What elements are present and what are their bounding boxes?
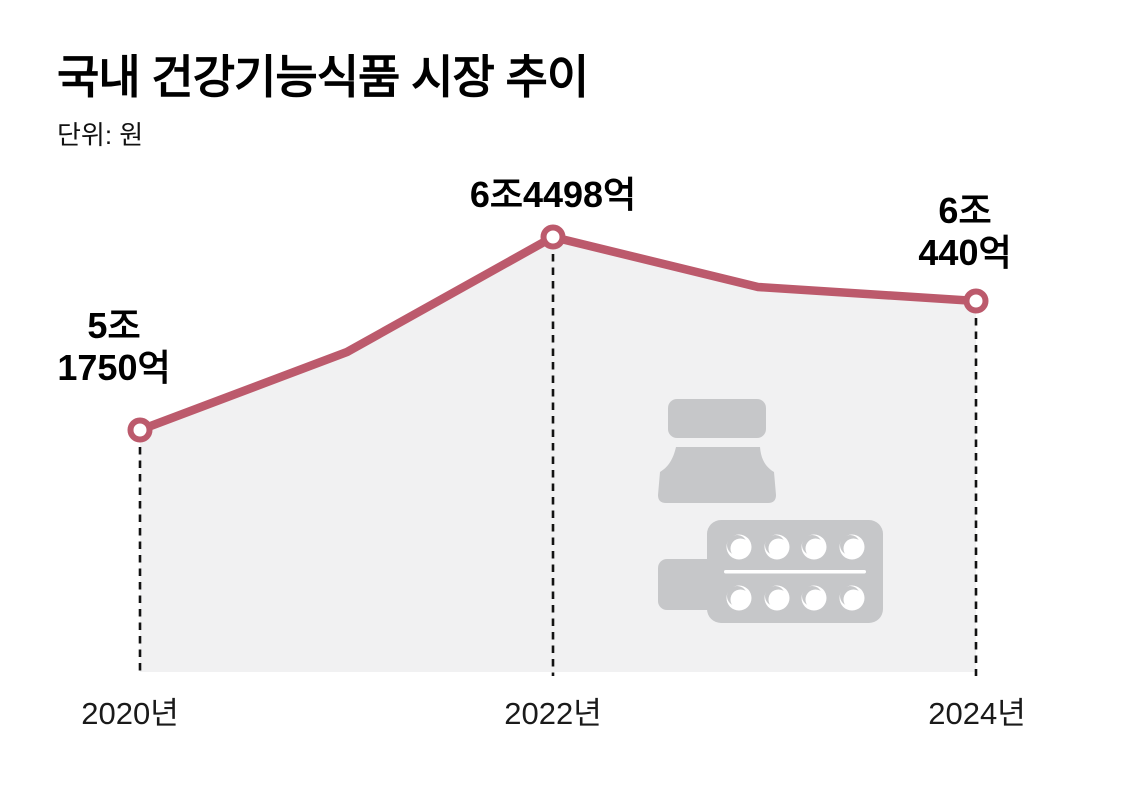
- marker-2022: [540, 224, 566, 250]
- marker-2020: [127, 417, 153, 443]
- blister-pills: [726, 534, 865, 611]
- pill-blister-pack-icon: [658, 520, 883, 623]
- bottle-body: [658, 447, 776, 503]
- blister-divider-line: [724, 570, 866, 574]
- chart-title: 국내 건강기능식품 시장 추이: [57, 51, 589, 103]
- chart-unit-label: 단위: 원: [57, 120, 144, 150]
- bottle-cap: [668, 399, 766, 438]
- data-point-markers: [127, 224, 989, 443]
- droplines: [138, 254, 978, 676]
- supplement-bottle-icon: [658, 399, 776, 503]
- marker-2024: [963, 288, 989, 314]
